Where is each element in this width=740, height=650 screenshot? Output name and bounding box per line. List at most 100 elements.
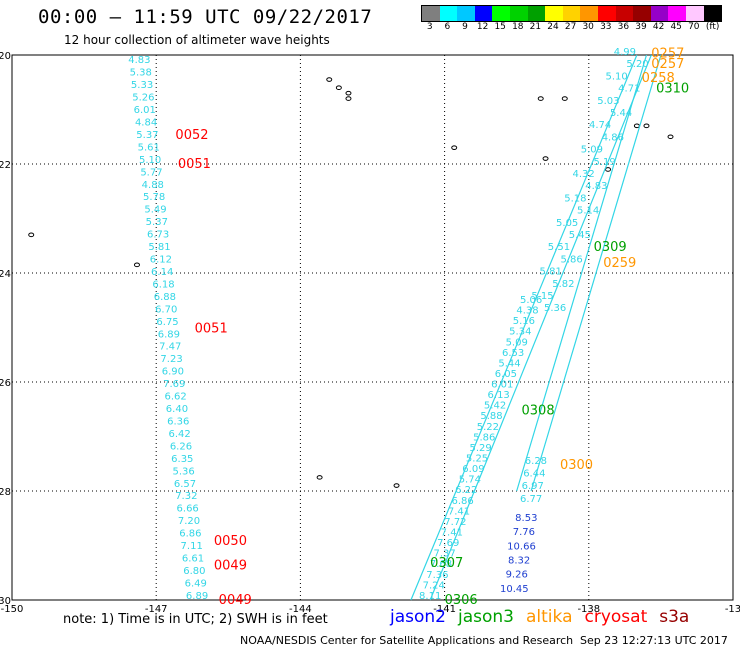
wave-height-label: 5.81 [148, 242, 170, 253]
color-scale-cell [615, 6, 634, 21]
wave-height-label: 9.26 [506, 570, 528, 581]
wave-height-label: 8.53 [515, 513, 537, 524]
wave-height-label: 6.57 [174, 479, 196, 490]
color-scale-label: 9 [462, 22, 468, 32]
color-scale-label: 39 [635, 22, 647, 32]
wave-height-label: 8.32 [508, 555, 530, 566]
color-scale-bar [421, 5, 723, 22]
lon-tick-label: -150 [1, 604, 24, 615]
wave-height-label: 6.35 [171, 454, 193, 465]
wave-height-label: 7.41 [448, 506, 470, 517]
wave-height-label: 4.71 [618, 84, 640, 95]
wave-height-label: 6.36 [167, 416, 189, 427]
track-line [530, 54, 662, 492]
wave-height-label: 6.44 [523, 468, 545, 479]
color-scale-label: 70 [688, 22, 700, 32]
wave-height-label: 4.38 [516, 306, 538, 317]
lon-tick-label: -141 [433, 604, 456, 615]
wave-height-label: 5.19 [593, 157, 615, 168]
wave-height-label: 7.37 [433, 549, 455, 560]
wave-height-label: 6.61 [182, 554, 204, 565]
wave-height-label: 6.14 [151, 267, 173, 278]
wave-height-label: 5.15 [531, 291, 553, 302]
wave-height-label: 6.26 [170, 441, 192, 452]
track-line [429, 54, 652, 601]
wave-height-label: 6.80 [183, 566, 205, 577]
wave-height-label: 6.12 [150, 255, 172, 266]
island-outline [667, 134, 674, 140]
wave-height-label: 4.99 [614, 47, 636, 58]
pass-time-label: 0049 [219, 593, 252, 608]
wave-height-label: 4.83 [128, 55, 150, 66]
color-scale-label: 45 [670, 22, 682, 32]
wave-height-label: 6.73 [147, 230, 169, 241]
color-scale-label: 15 [494, 22, 506, 32]
island-outline [326, 77, 333, 82]
color-scale-cell [562, 6, 581, 21]
wave-height-label: 4.74 [589, 120, 611, 131]
footer-generated-time: Sep 23 12:27:13 UTC 2017 [580, 634, 728, 647]
color-scale-cell [457, 6, 475, 21]
wave-height-label: 6.28 [525, 456, 547, 467]
color-scale-cell [633, 6, 651, 21]
wave-height-label: 7.41 [441, 527, 463, 538]
color-scale-cell [650, 6, 669, 21]
footer-credit: NOAA/NESDIS Center for Satellite Applica… [240, 634, 574, 647]
wave-height-label: 4.86 [602, 132, 624, 143]
wave-height-label: 7.32 [175, 491, 197, 502]
wave-height-label: 5.10 [139, 155, 161, 166]
wave-height-label: 4.83 [585, 181, 607, 192]
wave-height-label: 5.37 [136, 130, 158, 141]
track-line [410, 54, 638, 601]
wave-height-label: 7.69 [163, 379, 185, 390]
wave-height-label: 5.86 [561, 254, 583, 265]
wave-height-label: 6.42 [168, 429, 190, 440]
wave-height-label: 6.05 [495, 369, 517, 380]
island-outline [451, 145, 458, 150]
wave-height-label: 5.86 [473, 432, 495, 443]
color-scale-cell [439, 6, 458, 21]
color-scale-label: 33 [600, 22, 612, 32]
wave-height-label: 5.09 [581, 145, 603, 156]
lon-tick-label: -13 [725, 604, 740, 615]
wave-height-label: 6.89 [158, 329, 180, 340]
wave-height-label: 8.11 [419, 591, 441, 602]
satellite-tracks: 4.835.385.335.266.014.845.375.615.105.77… [128, 47, 662, 602]
wave-height-label: 5.34 [509, 327, 531, 338]
wave-height-label: 5.82 [552, 279, 574, 290]
color-scale-cell [580, 6, 598, 21]
color-scale-label: 27 [564, 22, 577, 32]
pass-time-label: 0258 [642, 71, 675, 86]
wave-height-label: 7.47 [159, 342, 181, 353]
wave-height-label: 5.10 [605, 71, 627, 82]
island-outline [537, 96, 544, 101]
color-scale-cell [668, 6, 686, 21]
page-subtitle: 12 hour collection of altimeter wave hei… [64, 33, 330, 47]
wave-height-label: 7.20 [178, 516, 200, 527]
wave-height-label: 5.81 [540, 267, 562, 278]
wave-height-label: 5.33 [131, 80, 153, 91]
color-scale-label: 24 [547, 22, 559, 32]
wave-height-label: 5.18 [564, 193, 586, 204]
wave-height-label: 6.89 [186, 591, 208, 602]
axis-tick-labels: -150 -147 -144 -141 -138 -13 -20 -22 -24 -26 -28 -3… [0, 51, 740, 615]
color-scale-cell [422, 6, 440, 21]
lon-tick-label: -147 [145, 604, 168, 615]
wave-height-label: 7.11 [181, 541, 203, 552]
color-scale-cell [545, 6, 563, 21]
wave-height-label: 6.09 [462, 464, 484, 475]
island-outline [633, 123, 640, 129]
wave-height-label: 5.42 [484, 401, 506, 412]
island-outline [345, 90, 352, 96]
color-scale-unit: (ft) [705, 22, 720, 32]
wave-height-label: 6.22 [455, 485, 477, 496]
satellite-legend-cryosat: cryosat [584, 607, 648, 627]
pass-time-label: 0051 [195, 322, 228, 337]
wave-height-label: 6.01 [134, 105, 156, 116]
wave-height-label: 7.23 [160, 354, 182, 365]
pass-time-label: 0052 [175, 128, 208, 143]
wave-height-label: 6.86 [451, 496, 473, 507]
lat-tick-label: -26 [0, 378, 11, 389]
pass-time-label: 0309 [594, 240, 627, 255]
